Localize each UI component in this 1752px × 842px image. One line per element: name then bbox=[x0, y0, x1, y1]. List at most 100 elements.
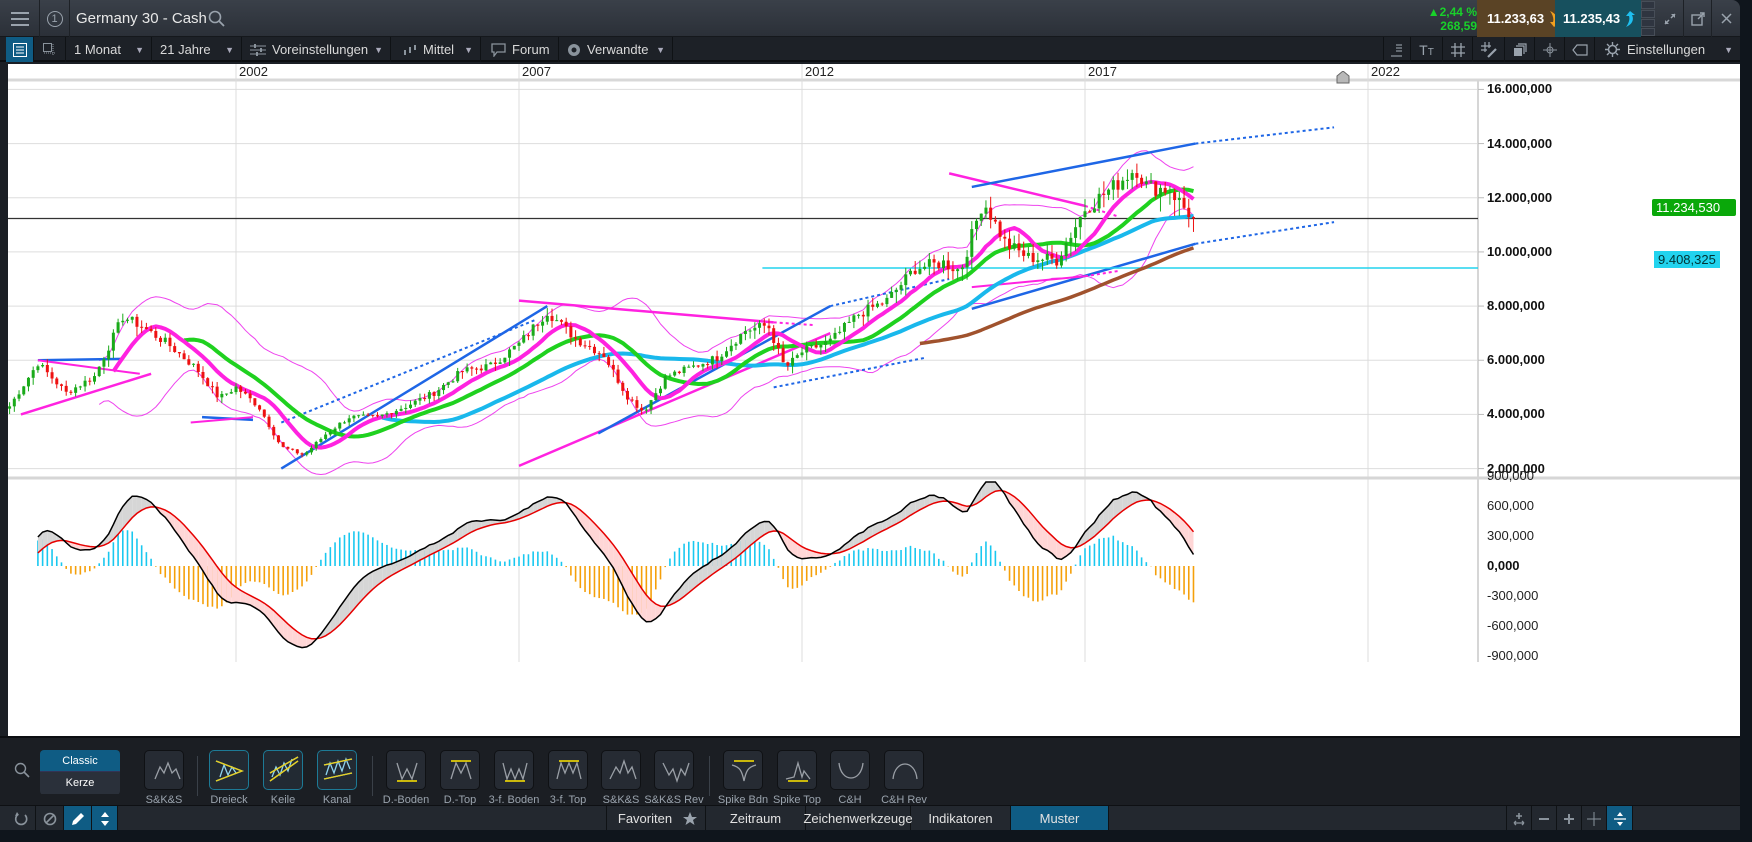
settings-dropdown[interactable]: Einstellungen ▼ bbox=[1595, 37, 1740, 62]
pattern-button-3-f-top[interactable] bbox=[548, 750, 588, 790]
chart-size-dropdown[interactable]: Mittel ▼ bbox=[391, 37, 481, 62]
clear-drawings-button[interactable] bbox=[36, 806, 64, 830]
list-icon bbox=[12, 42, 27, 57]
fit-arrows-icon bbox=[1513, 812, 1525, 825]
grid-edit-button[interactable] bbox=[1473, 37, 1505, 62]
price-axis-label: 4.000,000 bbox=[1487, 406, 1545, 422]
speech-bubble-icon bbox=[491, 42, 506, 57]
hamburger-icon bbox=[10, 11, 29, 26]
grid-button[interactable] bbox=[1443, 37, 1473, 62]
favorites-tab[interactable]: Favoriten bbox=[606, 806, 706, 830]
chart-area[interactable]: 2002 2007 2012 2017 2022 16.000,000 14.000,00… bbox=[8, 64, 1740, 736]
pattern-label: S&K&S Rev bbox=[644, 794, 704, 806]
instrument-title[interactable]: Germany 30 - Cash bbox=[76, 10, 207, 27]
pattern-button-kanal[interactable] bbox=[317, 750, 357, 790]
range-value: 21 Jahre bbox=[160, 42, 211, 57]
search-icon[interactable] bbox=[208, 10, 225, 27]
crosshair-button[interactable] bbox=[1535, 37, 1565, 62]
prohibited-icon bbox=[43, 812, 56, 825]
pattern-button-spike-bdn[interactable] bbox=[723, 750, 763, 790]
label-button[interactable] bbox=[1565, 37, 1595, 62]
menu-button[interactable] bbox=[0, 0, 40, 37]
related-icon bbox=[568, 43, 580, 56]
macd-axis-label: -900,000 bbox=[1487, 648, 1539, 663]
indicators-label: Indikatoren bbox=[928, 811, 993, 826]
chevron-down-icon: ▼ bbox=[135, 44, 144, 55]
period-tab[interactable]: Zeitraum bbox=[706, 806, 806, 830]
crosshair-icon bbox=[1587, 811, 1601, 826]
windows-button[interactable] bbox=[1505, 37, 1535, 62]
style-classic-button[interactable]: Classic bbox=[40, 750, 120, 772]
presets-dropdown[interactable]: Voreinstellungen ▼ bbox=[242, 37, 391, 62]
close-button[interactable] bbox=[1712, 0, 1740, 37]
last-price-tag: 11.234,530 bbox=[1652, 199, 1736, 216]
pattern-button-spike-top[interactable] bbox=[777, 750, 817, 790]
zoom-in-button[interactable] bbox=[1557, 806, 1582, 830]
indicators-tab[interactable]: Indikatoren bbox=[911, 806, 1011, 830]
change-absolute: 268,59 bbox=[1440, 19, 1477, 33]
patterns-tab[interactable]: Muster bbox=[1011, 806, 1109, 830]
pattern-button-dreieck[interactable] bbox=[209, 750, 249, 790]
link-number-icon: 1 bbox=[46, 10, 63, 27]
forum-button[interactable]: Forum bbox=[481, 37, 559, 62]
title-bar: 1 Germany 30 - Cash ▲2,44 % 268,59 11.23… bbox=[0, 0, 1740, 37]
macd-axis-label: -300,000 bbox=[1487, 588, 1539, 603]
buy-price-button[interactable]: 11.235,43 bbox=[1555, 0, 1641, 37]
pattern-button-c-h[interactable] bbox=[830, 750, 870, 790]
fit-button[interactable] bbox=[1506, 806, 1532, 830]
pattern-label: C&H bbox=[838, 794, 862, 806]
time-axis-label: 2007 bbox=[522, 64, 551, 79]
reset-button[interactable] bbox=[6, 806, 36, 830]
style-candle-button[interactable]: Kerze bbox=[40, 772, 120, 794]
change-percent: ▲2,44 % bbox=[1427, 5, 1477, 19]
legend-toggle-button[interactable] bbox=[1383, 37, 1411, 62]
pattern-icon bbox=[609, 758, 637, 780]
pattern-panel: Classic Kerze S&K&S Dreieck Keile Kanal D.-B… bbox=[0, 736, 1740, 806]
pattern-icon bbox=[215, 760, 244, 782]
pattern-label: Keile bbox=[270, 794, 296, 806]
horizontal-line-tag[interactable]: 9.408,325 bbox=[1654, 251, 1720, 268]
price-axis-label: 12.000,000 bbox=[1487, 189, 1553, 205]
layout-grid-icon bbox=[42, 42, 56, 56]
favorites-label: Favoriten bbox=[617, 811, 673, 826]
related-dropdown[interactable]: Verwandte ▼ bbox=[559, 37, 673, 62]
maximize-button[interactable] bbox=[1656, 0, 1684, 37]
interval-dropdown[interactable]: 1 Monat ▼ bbox=[66, 37, 152, 62]
popout-button[interactable] bbox=[1684, 0, 1712, 37]
pattern-button-s-k-s[interactable] bbox=[601, 750, 641, 790]
settings-label: Einstellungen bbox=[1627, 42, 1706, 57]
pattern-button-d-top[interactable] bbox=[440, 750, 480, 790]
pattern-button-keile[interactable] bbox=[263, 750, 303, 790]
period-label: Zeitraum bbox=[729, 811, 782, 826]
window-link-badge[interactable]: 1 bbox=[40, 0, 70, 37]
price-axis-label: 8.000,000 bbox=[1487, 298, 1545, 314]
text-size-button[interactable]: TT bbox=[1411, 37, 1443, 62]
refresh-icon bbox=[14, 811, 27, 825]
price-axis-label: 2.000,000 bbox=[1487, 460, 1545, 476]
auto-scale-button[interactable] bbox=[1607, 806, 1633, 830]
price-chart[interactable] bbox=[8, 64, 1740, 736]
pencil-icon bbox=[71, 812, 84, 825]
pattern-button-3-f-boden[interactable] bbox=[494, 750, 534, 790]
chevron-down-icon: ▼ bbox=[656, 44, 665, 55]
sell-price-button[interactable]: 11.233,63 bbox=[1477, 0, 1555, 37]
pattern-button-s-k-s-rev[interactable] bbox=[654, 750, 694, 790]
time-axis-label: 2012 bbox=[805, 64, 834, 79]
crosshair-toggle[interactable] bbox=[1582, 806, 1607, 830]
pattern-button-s-k-s[interactable] bbox=[144, 750, 184, 790]
search-icon[interactable] bbox=[14, 762, 30, 778]
list-view-button[interactable] bbox=[6, 37, 34, 62]
drawing-tools-tab[interactable]: Zeichenwerkzeuge bbox=[803, 806, 913, 830]
home-marker-icon[interactable] bbox=[1336, 71, 1350, 84]
interval-value: 1 Monat bbox=[74, 42, 121, 57]
layout-button[interactable] bbox=[34, 37, 66, 62]
range-dropdown[interactable]: 21 Jahre ▼ bbox=[152, 37, 242, 62]
pattern-button-d-boden[interactable] bbox=[386, 750, 426, 790]
draw-mode-button[interactable] bbox=[64, 806, 92, 830]
grid-pen-icon bbox=[1480, 41, 1497, 58]
magnet-button[interactable] bbox=[92, 806, 118, 830]
pattern-icon bbox=[396, 762, 418, 782]
macd-axis-label: 300,000 bbox=[1487, 528, 1534, 543]
pattern-button-c-h-rev[interactable] bbox=[884, 750, 924, 790]
zoom-out-button[interactable] bbox=[1532, 806, 1557, 830]
